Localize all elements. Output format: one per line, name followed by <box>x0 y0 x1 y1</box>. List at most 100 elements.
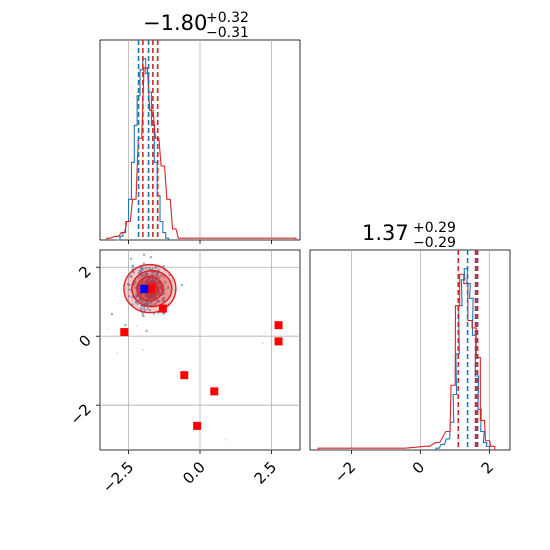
scatter-point <box>148 266 151 270</box>
red-marker <box>193 421 202 430</box>
scatter-outlier <box>224 438 227 441</box>
x-ticks-param-2: −2 0 2 <box>331 450 497 486</box>
scatter-point <box>142 268 145 271</box>
scatter-point <box>151 267 154 271</box>
grid-param-1 <box>128 40 272 244</box>
scatter-point <box>129 257 133 261</box>
scatter-point <box>148 308 151 312</box>
joint-panel: −2.5 0.0 2.5 2 0 −2 <box>66 249 301 497</box>
quantile-lines-param-2 <box>457 250 479 450</box>
scatter-point <box>156 274 159 278</box>
scatter-point <box>146 281 149 284</box>
scatter-point <box>144 279 147 282</box>
scatter-point <box>159 284 162 288</box>
y-tick-label-joint: 0 <box>75 331 94 350</box>
scatter-outlier <box>136 324 139 327</box>
scatter-point <box>154 266 158 269</box>
scatter-point <box>149 255 153 259</box>
histogram-series-2 <box>317 273 496 450</box>
scatter-point <box>138 298 142 301</box>
grid-param-2 <box>350 250 490 450</box>
scatter-point <box>110 312 114 316</box>
scatter-point <box>157 292 160 296</box>
y-ticks-joint: 2 0 −2 <box>66 262 100 429</box>
x-tick-label-joint: 0.0 <box>179 458 209 488</box>
scatter-point <box>163 296 166 300</box>
scatter-point <box>156 300 159 303</box>
scatter-outlier <box>141 349 144 351</box>
scatter-point <box>148 277 152 280</box>
scatter-point <box>154 302 157 305</box>
scatter-point <box>145 329 148 333</box>
red-marker <box>180 371 189 380</box>
scatter-point <box>131 264 134 267</box>
x-tick-label-param-2: −2 <box>331 458 359 486</box>
red-marker <box>274 321 283 330</box>
scatter-point <box>152 312 156 315</box>
red-marker <box>158 304 167 313</box>
red-marker <box>210 387 219 396</box>
histogram-series-2 <box>106 67 297 240</box>
scatter-outlier <box>107 328 110 331</box>
scatter-point <box>142 307 146 310</box>
marginal-panel-param-1: −1.80 +0.32 −0.31 <box>99 10 301 244</box>
x-ticks-joint: −2.5 0.0 2.5 <box>99 450 280 497</box>
scatter-point <box>140 304 144 308</box>
red-marker <box>146 284 155 293</box>
red-marker <box>274 337 283 346</box>
scatter-point <box>128 288 132 291</box>
title-param-1-minus: −0.31 <box>206 25 249 41</box>
scatter-outlier <box>116 352 119 355</box>
title-param-2-median: 1.37 <box>362 221 409 245</box>
scatter-point <box>157 290 161 293</box>
scatter-point <box>158 276 161 279</box>
scatter-point <box>146 277 149 281</box>
scatter-point <box>127 295 131 298</box>
scatter-point <box>161 299 164 302</box>
scatter-point <box>142 262 146 265</box>
scatter-point <box>166 286 170 289</box>
marginal-panel-param-2: 1.37 +0.29 −0.29 −2 0 2 <box>309 220 511 486</box>
scatter-point <box>138 291 141 294</box>
scatter-point <box>162 264 165 268</box>
scatter-point <box>163 275 166 278</box>
scatter-outlier <box>261 342 264 345</box>
x-tick-label-joint: −2.5 <box>99 458 137 496</box>
quantile-lines-param-1 <box>137 40 159 240</box>
scatter-point <box>129 274 132 278</box>
scatter-point <box>146 302 149 305</box>
scatter-outlier <box>264 331 267 334</box>
histogram-param-2 <box>317 268 496 450</box>
scatter-point <box>158 287 162 290</box>
scatter-point <box>141 293 144 297</box>
scatter-point <box>142 315 145 318</box>
histogram-series-1 <box>435 268 491 450</box>
scatter-point <box>136 302 140 306</box>
scatter-point <box>138 276 141 280</box>
scatter-point <box>126 283 130 286</box>
scatter-point <box>153 279 157 283</box>
scatter-point <box>150 301 153 304</box>
scatter-point <box>132 271 135 274</box>
scatter-point <box>135 293 138 297</box>
scatter-point <box>140 281 144 284</box>
markers <box>120 284 283 430</box>
scatter-point <box>137 289 141 292</box>
scatter-point <box>148 302 152 305</box>
scatter-point <box>146 297 150 300</box>
scatter-point <box>144 273 148 276</box>
blue-marker <box>140 284 149 293</box>
title-param-1-median: −1.80 <box>143 11 207 35</box>
scatter-point <box>144 267 148 270</box>
y-tick-label-joint: −2 <box>66 400 94 428</box>
x-tick-label-param-2: 2 <box>478 458 497 477</box>
panel-frame-param-2 <box>309 249 511 451</box>
scatter-point <box>142 253 146 256</box>
scatter-point <box>146 307 149 310</box>
scatter-point <box>140 269 143 272</box>
scatter-point <box>163 281 167 284</box>
scatter-point <box>141 301 144 304</box>
y-tick-label-joint: 2 <box>75 262 94 281</box>
scatter-point <box>143 309 147 312</box>
